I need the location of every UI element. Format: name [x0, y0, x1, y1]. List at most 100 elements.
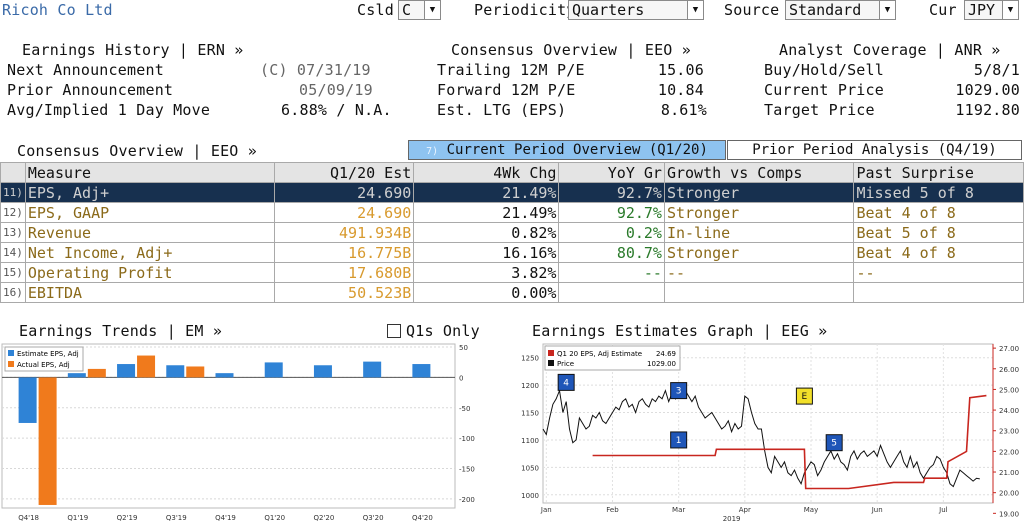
cell-past-surprise: Beat 5 of 8	[853, 222, 1024, 243]
right-tick-label: 26.00	[999, 366, 1019, 374]
legend-value-price: 1029.00	[647, 360, 676, 368]
csld-select[interactable]: C ▼	[398, 0, 441, 20]
earnings-history-link[interactable]: Earnings History | ERN »	[22, 41, 244, 59]
chevron-down-icon: ▼	[424, 1, 440, 19]
row-number: 14)	[0, 242, 26, 263]
bar-estimate	[215, 373, 234, 378]
trailing-pe-label: Trailing 12M P/E	[437, 61, 585, 79]
x-tick-label: Q1'19	[67, 514, 88, 522]
event-marker-label: E	[802, 392, 808, 402]
chevron-down-icon: ▼	[1002, 1, 1018, 19]
right-tick-label: 23.00	[999, 428, 1019, 436]
legend-label-actual: Actual EPS, Adj	[17, 361, 70, 369]
consensus-table-title[interactable]: Consensus Overview | EEO »	[17, 142, 257, 160]
cell-measure: Revenue	[24, 222, 275, 243]
row-number: 12)	[0, 202, 26, 223]
cell-estimate: 50.523B	[273, 282, 415, 303]
analyst-coverage-link[interactable]: Analyst Coverage | ANR »	[779, 41, 1001, 59]
x-tick-label: Mar	[672, 506, 685, 514]
price-line	[542, 384, 980, 488]
bar-actual	[137, 355, 156, 378]
implied-move-value: 6.88% / N.A.	[281, 101, 392, 119]
right-tick-label: 22.00	[999, 448, 1019, 456]
tab-current-period[interactable]: 7) Current Period Overview (Q1/20)	[408, 140, 726, 160]
x-tick-label: Jun	[871, 506, 883, 514]
x-year-label: 2019	[723, 515, 741, 523]
event-marker-label: 3	[676, 387, 682, 397]
company-name[interactable]: Ricoh Co Ltd	[2, 1, 113, 19]
target-price-label: Target Price	[764, 101, 875, 119]
row-number: 16)	[0, 282, 26, 303]
right-tick-label: 21.00	[999, 469, 1019, 477]
row-number: 15)	[0, 262, 26, 283]
tab-current-number: 7)	[426, 146, 439, 157]
cell-estimate: 17.680B	[273, 262, 415, 283]
right-tick-label: 24.00	[999, 407, 1019, 415]
source-select[interactable]: Standard ▼	[785, 0, 896, 20]
row-number-header	[0, 162, 26, 183]
cell-measure: Net Income, Adj+	[24, 242, 275, 263]
consensus-overview-link[interactable]: Consensus Overview | EEO »	[451, 41, 691, 59]
earnings-estimates-graph-link[interactable]: Earnings Estimates Graph | EEG »	[532, 322, 828, 340]
cur-label: Cur	[929, 1, 957, 19]
col-estimate[interactable]: Q1/20 Est	[273, 162, 415, 183]
cell-yoy-growth: --	[558, 262, 665, 283]
cell-past-surprise: Beat 4 of 8	[853, 202, 1024, 223]
cell-measure: Operating Profit	[24, 262, 275, 283]
cell-yoy-growth	[558, 282, 665, 303]
event-marker-label: 4	[563, 378, 569, 388]
col-measure[interactable]: Measure	[24, 162, 275, 183]
cell-estimate: 16.775B	[273, 242, 415, 263]
x-tick-label: Q3'20	[363, 514, 384, 522]
y-tick-label: -150	[459, 466, 475, 474]
cell-past-surprise: Beat 4 of 8	[853, 242, 1024, 263]
earnings-trends-chart: 50 0 -50 -100 -150 -200 Q4'18 Q1'19 Q2'19 Q3'19 Q4…	[1, 343, 475, 522]
cell-measure: EBITDA	[24, 282, 275, 303]
cell-growth-vs-comps: Stronger	[663, 202, 855, 223]
x-tick-label: Q1'20	[264, 514, 285, 522]
target-price-value: 1192.80	[955, 101, 1020, 119]
legend-label-price: Price	[557, 360, 574, 368]
right-tick-label: 19.00	[999, 510, 1019, 518]
x-tick-label: Q4'18	[18, 514, 39, 522]
bar-estimate	[412, 364, 431, 378]
legend-swatch-estimate	[8, 350, 14, 356]
table-row[interactable]: 13) Revenue 491.934B 0.82% 0.2% In-line Beat 5…	[0, 222, 1024, 243]
x-tick-label: Q3'19	[166, 514, 187, 522]
x-tick-label: Q2'19	[117, 514, 138, 522]
source-value: Standard	[789, 1, 862, 19]
table-row[interactable]: 15) Operating Profit 17.680B 3.82% -- -- --	[0, 262, 1024, 283]
col-4wk-change[interactable]: 4Wk Chg	[413, 162, 560, 183]
table-row[interactable]: 12) EPS, GAAP 24.690 21.49% 92.7% Stronger Bea…	[0, 202, 1024, 223]
col-growth-vs-comps[interactable]: Growth vs Comps	[663, 162, 855, 183]
bar-estimate	[67, 373, 86, 378]
cell-past-surprise: --	[853, 262, 1024, 283]
table-row[interactable]: 14) Net Income, Adj+ 16.775B 16.16% 80.7% Str…	[0, 242, 1024, 263]
csld-label: Csld	[357, 1, 394, 19]
bar-estimate	[363, 361, 382, 378]
trailing-pe-value: 15.06	[657, 61, 704, 79]
q1s-only-checkbox[interactable]	[387, 324, 401, 338]
cell-growth-vs-comps: In-line	[663, 222, 855, 243]
y-tick-label: 0	[459, 374, 463, 382]
tab-prior-period[interactable]: Prior Period Analysis (Q4/19)	[727, 140, 1022, 160]
table-row[interactable]: 16) EBITDA 50.523B 0.00%	[0, 282, 1024, 303]
bar-estimate	[18, 377, 37, 423]
left-tick-label: 1200	[521, 382, 539, 390]
cell-estimate: 491.934B	[273, 222, 415, 243]
earnings-trends-link[interactable]: Earnings Trends | EM »	[19, 322, 223, 340]
col-past-surprise[interactable]: Past Surprise	[853, 162, 1024, 183]
x-tick-label: Q4'19	[215, 514, 236, 522]
buy-hold-sell-label: Buy/Hold/Sell	[764, 61, 884, 79]
consensus-table: Measure Q1/20 Est 4Wk Chg YoY Gr Growth …	[0, 162, 1024, 303]
event-marker	[670, 382, 688, 400]
col-yoy-growth[interactable]: YoY Gr	[558, 162, 665, 183]
currency-select[interactable]: JPY ▼	[964, 0, 1019, 20]
row-number: 11)	[0, 182, 26, 203]
cell-measure: EPS, Adj+	[24, 182, 275, 203]
left-tick-label: 1050	[521, 464, 539, 472]
x-tick-label: Apr	[739, 506, 751, 514]
legend-swatch-estimate	[548, 350, 554, 356]
table-row[interactable]: 11) EPS, Adj+ 24.690 21.49% 92.7% Stronger Mis…	[0, 182, 1024, 203]
periodicity-select[interactable]: Quarters ▼	[568, 0, 704, 20]
